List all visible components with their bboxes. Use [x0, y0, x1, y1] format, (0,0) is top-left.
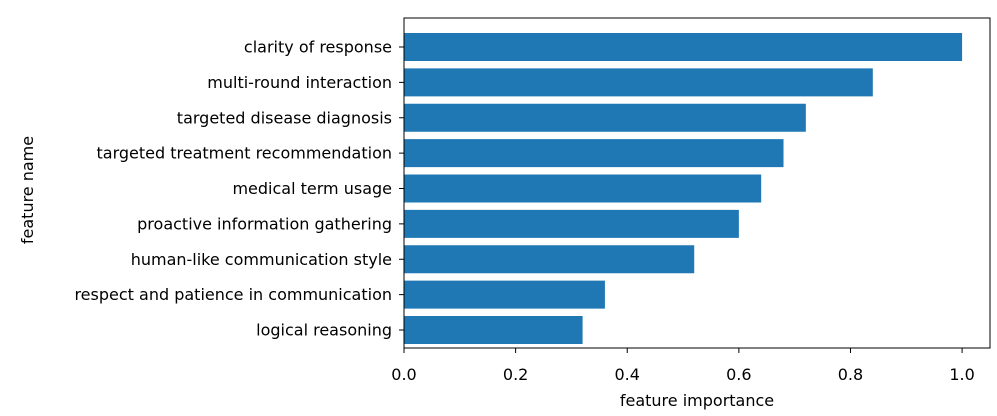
y-tick-label: clarity of response	[244, 38, 392, 57]
x-tick-label: 0.0	[391, 365, 416, 384]
y-tick-label: medical term usage	[232, 179, 392, 198]
x-tick-label: 1.0	[949, 365, 974, 384]
bar	[404, 33, 963, 61]
y-tick-label: logical reasoning	[256, 321, 392, 340]
bar	[404, 245, 695, 274]
y-tick-label: targeted disease diagnosis	[177, 108, 392, 127]
bar	[404, 68, 873, 97]
y-tick-label: targeted treatment recommendation	[96, 144, 392, 163]
x-tick-label: 0.8	[838, 365, 863, 384]
x-axis-ticks: 0.0 0.2 0.4 0.6 0.8 1.0	[391, 348, 975, 384]
y-tick-label: respect and patience in communication	[74, 285, 392, 304]
y-tick-label: human-like communication style	[131, 250, 392, 269]
bar	[404, 316, 583, 344]
bar	[404, 280, 605, 309]
bar	[404, 103, 806, 132]
x-tick-label: 0.2	[503, 365, 528, 384]
y-tick-label: proactive information gathering	[137, 214, 392, 233]
bars-group	[404, 33, 963, 344]
plot-frame	[403, 17, 991, 349]
bar	[404, 209, 739, 238]
y-tick-label: multi-round interaction	[207, 73, 392, 92]
y-axis-ticks: clarity of response multi-round interacti…	[74, 38, 404, 340]
x-tick-label: 0.4	[615, 365, 640, 384]
x-axis-label: feature importance	[620, 391, 774, 410]
x-tick-label: 0.6	[726, 365, 751, 384]
y-axis-label: feature name	[18, 136, 37, 244]
bar	[404, 139, 784, 168]
bar	[404, 174, 762, 203]
